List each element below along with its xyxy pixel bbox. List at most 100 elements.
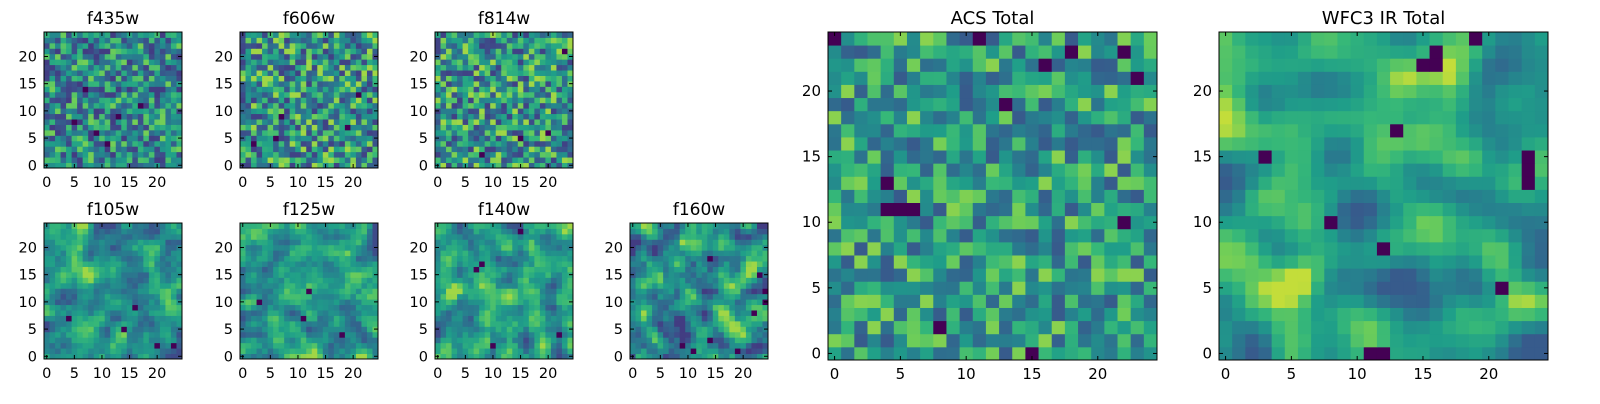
heatmap-cell (490, 299, 496, 305)
heatmap-cell (463, 261, 469, 267)
heatmap-cell (361, 48, 367, 54)
heatmap-cell (262, 135, 268, 141)
heatmap-cell (479, 326, 485, 332)
heatmap-cell (99, 108, 105, 114)
heatmap-cell (735, 343, 741, 349)
heatmap-cell (121, 326, 127, 332)
heatmap-cell (132, 119, 138, 125)
heatmap-cell (973, 321, 987, 335)
heatmap-cell (933, 268, 947, 282)
heatmap-cell (160, 54, 166, 60)
heatmap-cell (367, 348, 373, 354)
heatmap-cell (545, 157, 551, 163)
heatmap-cell (246, 108, 252, 114)
heatmap-cell (512, 86, 518, 92)
heatmap-cell (556, 86, 562, 92)
heatmap-cell (295, 103, 301, 109)
heatmap-cell (740, 239, 746, 245)
heatmap-cell (680, 326, 686, 332)
heatmap-cell (946, 163, 960, 177)
heatmap-cell (468, 65, 474, 71)
heatmap-cell (881, 242, 895, 256)
heatmap-cell (94, 223, 100, 229)
heatmap-cell (1131, 294, 1145, 308)
heatmap-cell (933, 334, 947, 348)
heatmap-cell (501, 294, 507, 300)
heatmap-cell (312, 37, 318, 43)
heatmap-cell (356, 337, 362, 343)
heatmap-cell (317, 119, 323, 125)
heatmap-cell (257, 97, 263, 103)
heatmap-cell (540, 261, 546, 267)
heatmap-cell (713, 299, 719, 305)
heatmap-cell (474, 114, 480, 120)
x-tick-label: 0 (42, 175, 51, 191)
heatmap-cell (986, 268, 1000, 282)
heatmap-cell (746, 337, 752, 343)
heatmap-cell (562, 228, 568, 234)
heatmap-cell (529, 256, 535, 262)
heatmap-cell (691, 288, 697, 294)
heatmap-cell (171, 92, 177, 98)
heatmap-cell (1118, 216, 1132, 230)
heatmap-cell (479, 348, 485, 354)
heatmap-cell (94, 321, 100, 327)
heatmap-cell (83, 86, 89, 92)
heatmap-cell (463, 43, 469, 49)
heatmap-cell (323, 81, 329, 87)
heatmap-cell (1065, 321, 1079, 335)
heatmap-cell (907, 294, 921, 308)
heatmap-cell (658, 245, 664, 251)
heatmap-cell (50, 65, 56, 71)
heatmap-cell (105, 250, 111, 256)
heatmap-cell (312, 245, 318, 251)
heatmap-cell (268, 70, 274, 76)
heatmap-cell (920, 203, 934, 217)
heatmap-cell (751, 326, 757, 332)
heatmap-cell (301, 32, 307, 38)
heatmap-cell (485, 256, 491, 262)
heatmap-cell (556, 239, 562, 245)
heatmap-cell (545, 337, 551, 343)
heatmap-cell (545, 65, 551, 71)
heatmap-cell (149, 157, 155, 163)
heatmap-cell (735, 261, 741, 267)
heatmap-cell (551, 92, 557, 98)
heatmap-cell (251, 103, 257, 109)
heatmap-cell (652, 223, 658, 229)
heatmap-cell (630, 332, 636, 338)
heatmap-cell (149, 337, 155, 343)
heatmap-cell (72, 114, 78, 120)
heatmap-cell (301, 97, 307, 103)
heatmap-cell (641, 283, 647, 289)
heatmap-cell (435, 267, 441, 273)
heatmap-cell (1078, 229, 1092, 243)
heatmap-cell (240, 234, 246, 240)
y-tick-label: 20 (605, 240, 623, 256)
heatmap-cell (257, 321, 263, 327)
heatmap-cell (757, 256, 763, 262)
heatmap-cell (279, 321, 285, 327)
heatmap-cell (674, 288, 680, 294)
heatmap-cell (1078, 308, 1092, 322)
heatmap-cell (523, 59, 529, 65)
heatmap-cell (284, 59, 290, 65)
heatmap-cell (273, 348, 279, 354)
heatmap-cell (562, 146, 568, 152)
heatmap-cell (474, 261, 480, 267)
heatmap-cell (551, 65, 557, 71)
x-tick-label: 10 (484, 366, 502, 382)
heatmap-cell (66, 348, 72, 354)
heatmap-cell (66, 152, 72, 158)
heatmap-cell (479, 97, 485, 103)
heatmap-cell (540, 228, 546, 234)
heatmap-cell (556, 70, 562, 76)
heatmap-cell (636, 228, 642, 234)
heatmap-cell (551, 81, 557, 87)
heatmap-cell (279, 70, 285, 76)
heatmap-cell (485, 48, 491, 54)
heatmap-cell (268, 114, 274, 120)
heatmap-cell (881, 203, 895, 217)
heatmap-cell (268, 326, 274, 332)
heatmap-cell (72, 37, 78, 43)
